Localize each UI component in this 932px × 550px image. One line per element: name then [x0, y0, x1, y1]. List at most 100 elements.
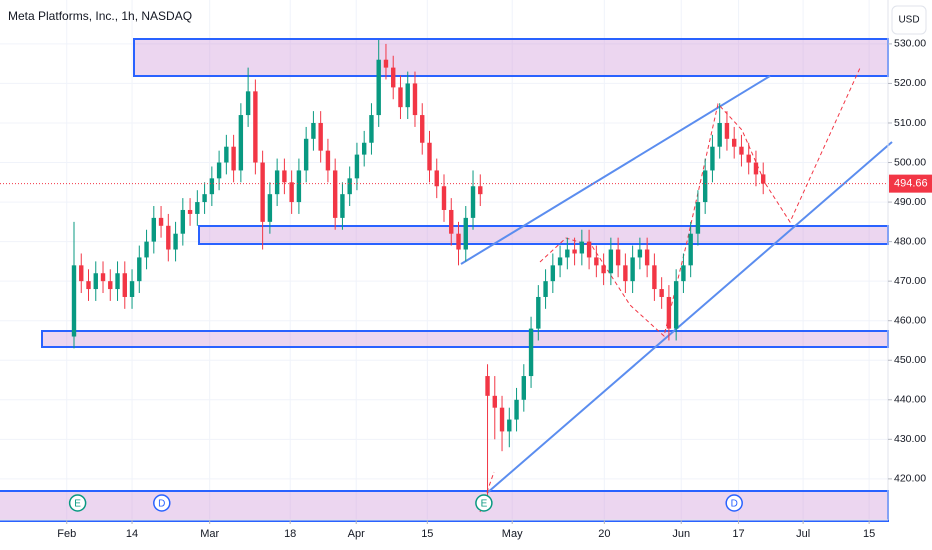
candles — [71, 39, 766, 499]
y-tick-label: 500.00 — [894, 156, 926, 168]
candle-body — [601, 265, 606, 274]
candle-body — [507, 419, 512, 432]
x-tick-label: 15 — [421, 528, 433, 540]
x-tick-label: Jun — [672, 528, 690, 540]
y-tick-label: 470.00 — [894, 275, 926, 287]
candle-body — [608, 249, 614, 274]
candle-body — [361, 142, 367, 155]
candle-body — [499, 407, 505, 432]
resistance-zone — [133, 38, 889, 77]
candle-body — [731, 138, 737, 147]
x-tick-label: Apr — [348, 528, 365, 540]
candle-body — [195, 202, 200, 214]
y-tick-label: 430.00 — [894, 433, 926, 445]
x-tick-label: 18 — [284, 528, 296, 540]
candle-body — [659, 289, 664, 297]
candle-body — [688, 233, 693, 266]
candle-body — [536, 296, 541, 329]
candle-body — [717, 122, 722, 147]
candle-body — [173, 233, 178, 250]
candle-body — [202, 194, 207, 203]
trend-line — [486, 141, 893, 494]
candle-body — [325, 150, 331, 171]
last-price-tag — [889, 174, 932, 193]
candle-body — [180, 209, 186, 234]
candle-body — [449, 209, 454, 234]
candle-body — [470, 186, 476, 218]
x-tick-label: 17 — [732, 528, 744, 540]
candle-body — [282, 170, 287, 183]
candle-body — [478, 186, 483, 195]
candle-body — [224, 146, 229, 163]
candle-body — [739, 146, 744, 155]
candle-body — [485, 376, 490, 396]
candle-body — [129, 281, 135, 297]
candle-body — [427, 142, 432, 171]
candle-body — [347, 178, 352, 195]
candle-body — [318, 122, 323, 151]
candle-body — [71, 265, 77, 337]
candle-body — [296, 170, 302, 203]
candle-body — [398, 87, 403, 108]
chart-title: Meta Platforms, Inc., 1h, NASDAQ — [8, 9, 192, 23]
candle-body — [231, 146, 236, 171]
candle-body — [673, 281, 679, 329]
event-marker — [68, 494, 87, 512]
candle-body — [456, 233, 461, 250]
event-marker — [475, 494, 493, 512]
currency-button[interactable] — [891, 5, 927, 35]
candle-body — [637, 249, 643, 258]
trend-line — [460, 75, 771, 265]
y-tick-label: 460.00 — [894, 314, 926, 326]
candle-body — [579, 241, 585, 254]
event-label: D — [731, 499, 738, 510]
event-label: D — [158, 499, 165, 510]
event-marker — [725, 494, 743, 512]
y-tick-label: 530.00 — [894, 38, 926, 50]
x-tick-label: Jul — [796, 528, 810, 540]
candle-body — [441, 186, 447, 210]
candle-body — [652, 265, 657, 290]
candle-body — [158, 217, 164, 226]
candle-body — [695, 202, 701, 234]
candle-body — [245, 91, 251, 116]
candle-body — [354, 154, 360, 179]
candle-body — [463, 217, 468, 250]
x-tick-label: 14 — [126, 528, 138, 540]
candle-body — [216, 162, 222, 179]
candle-body — [644, 249, 650, 266]
candle-body — [434, 170, 439, 187]
y-tick-label: 520.00 — [894, 77, 926, 89]
candle-body — [514, 399, 519, 420]
candle-body — [151, 217, 157, 242]
projection-line — [539, 67, 861, 337]
candle-body — [666, 296, 672, 329]
candle-body — [615, 249, 621, 266]
y-tick-label: 450.00 — [894, 354, 926, 366]
candle-body — [274, 170, 280, 195]
y-tick-label: 440.00 — [894, 394, 926, 406]
candle-body — [144, 241, 149, 258]
candle-body — [253, 91, 258, 163]
candle-body — [383, 59, 389, 68]
x-tick-label: Feb — [57, 528, 76, 540]
candle-body — [86, 281, 91, 290]
candle-body — [79, 265, 84, 282]
candle-body — [93, 273, 98, 290]
candle-body — [710, 146, 715, 171]
event-label: E — [74, 499, 81, 510]
x-tick-label: May — [502, 528, 523, 540]
candle-body — [543, 281, 548, 297]
currency-label: USD — [898, 15, 919, 26]
candle-body — [521, 376, 527, 400]
candle-body — [753, 162, 759, 175]
support-zone — [0, 490, 889, 522]
event-label: E — [481, 499, 488, 510]
candle-body — [586, 241, 592, 258]
candle-body — [681, 265, 686, 282]
candle-body — [376, 59, 381, 116]
candle-body — [267, 194, 273, 222]
support-zone — [41, 330, 889, 348]
